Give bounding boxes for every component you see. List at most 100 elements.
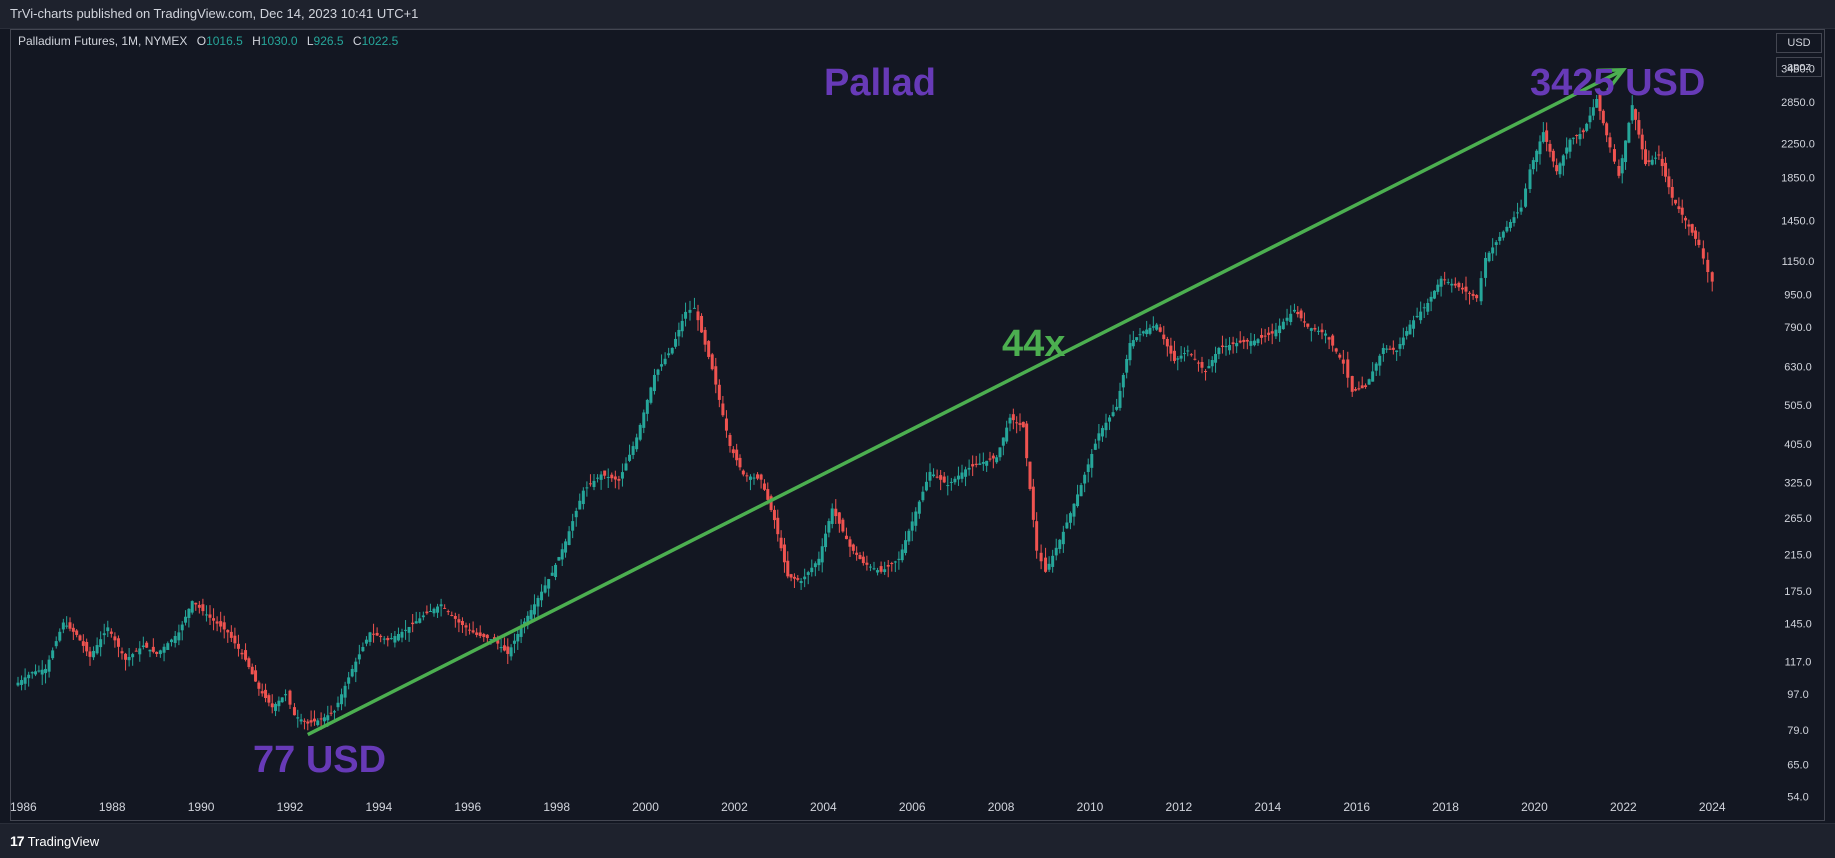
candle-body (1172, 350, 1176, 361)
y-tick-label: 97.0 (1787, 689, 1808, 701)
candle-body (1025, 423, 1029, 459)
candle-body (1327, 337, 1331, 340)
candle-body (1001, 437, 1005, 446)
candle-body (1637, 120, 1641, 135)
candle-body (421, 615, 425, 618)
candle-body (721, 403, 725, 416)
candle-body (212, 618, 216, 621)
annotation-multiple: 44x (1002, 323, 1065, 365)
candle-body (532, 604, 536, 615)
candle-body (1151, 326, 1155, 328)
candle-body (1360, 385, 1364, 389)
candle-body (512, 640, 516, 644)
footer-bar: 17 TradingView (0, 823, 1835, 858)
candle-body (1200, 362, 1204, 368)
candle-body (127, 656, 131, 661)
candle-body (924, 481, 928, 491)
candle-body (642, 412, 646, 428)
candle-body (1395, 350, 1399, 352)
candle-body (418, 618, 422, 623)
candle-body (120, 651, 124, 654)
trend-line (306, 68, 1625, 737)
candle-body (1684, 217, 1688, 221)
candle-body (1364, 385, 1368, 388)
candle-body (357, 654, 361, 660)
candle-body (560, 549, 564, 560)
candle-body (148, 649, 152, 652)
candle-body (1341, 359, 1345, 364)
candle-body (1278, 325, 1282, 334)
candle-body (88, 651, 92, 657)
candle-body (233, 635, 237, 644)
candle-body (236, 643, 240, 649)
candle-body (883, 569, 887, 573)
candle-body (879, 566, 883, 572)
candle-body (1217, 347, 1221, 355)
tradingview-logo[interactable]: 17 TradingView (10, 833, 99, 849)
candle-body (1701, 248, 1705, 259)
candle-body (1058, 539, 1062, 550)
candle-body (1299, 310, 1303, 319)
candle-body (240, 652, 244, 655)
candle-body (432, 608, 436, 614)
candle-body (264, 689, 268, 699)
candle-body (141, 645, 145, 648)
candle-body (981, 462, 985, 464)
candle-body (1674, 199, 1678, 204)
candle-body (1189, 354, 1193, 356)
candle-body (667, 353, 671, 356)
candle-body (1578, 134, 1582, 140)
candle-body (1538, 141, 1542, 155)
candle-body (1281, 321, 1285, 330)
candle-body (1484, 257, 1488, 278)
candle-body (606, 476, 610, 478)
candle-body (450, 615, 454, 617)
candle-body (173, 635, 177, 644)
candle-body (858, 555, 862, 559)
candle-body (1479, 278, 1483, 302)
candle-body (670, 347, 674, 354)
candle-body (1031, 486, 1035, 520)
candle-body (1338, 354, 1342, 358)
candle-body (1443, 279, 1447, 281)
candle-body (502, 645, 506, 651)
candle-body (567, 531, 571, 545)
candle-body (1292, 309, 1296, 312)
candle-body (1182, 353, 1186, 355)
candle-body (361, 647, 365, 652)
candle-body (617, 478, 621, 481)
currency-button[interactable]: USD (1776, 33, 1822, 53)
time-axis: 1986 1988 1990 1992 1994 1996 1998 2000 2002 2004… (10, 800, 1726, 814)
candle-body (180, 624, 184, 631)
candle-body (1068, 513, 1072, 523)
x-tick-label: 1990 (188, 800, 215, 814)
candle-body (585, 487, 589, 489)
candle-body (1519, 207, 1523, 212)
candle-body (1555, 165, 1559, 172)
candle-body (1083, 474, 1087, 484)
candle-body (347, 677, 351, 684)
candle-body (1021, 421, 1025, 428)
high-value: 1030.0 (260, 34, 298, 48)
chart-title: Pallad (824, 62, 936, 104)
candle-body (1667, 176, 1671, 188)
candle-body (443, 607, 447, 609)
candle-body (700, 315, 704, 333)
candle-body (1498, 236, 1502, 241)
y-tick-label: 630.0 (1784, 361, 1812, 373)
candle-body (453, 615, 457, 619)
candle-body (748, 476, 752, 480)
candle-body (138, 648, 142, 655)
candle-body (960, 472, 964, 479)
x-tick-label: 2024 (1699, 800, 1726, 814)
candle-body (270, 703, 274, 708)
scale-mode-button[interactable]: apoz (1776, 57, 1822, 77)
annotation-low: 77 USD (253, 739, 386, 781)
candle-body (51, 650, 55, 659)
candle-body (1601, 110, 1605, 124)
candle-body (1388, 348, 1392, 350)
candle-body (660, 364, 664, 367)
candle-body (506, 646, 510, 654)
candle-body (71, 627, 75, 632)
